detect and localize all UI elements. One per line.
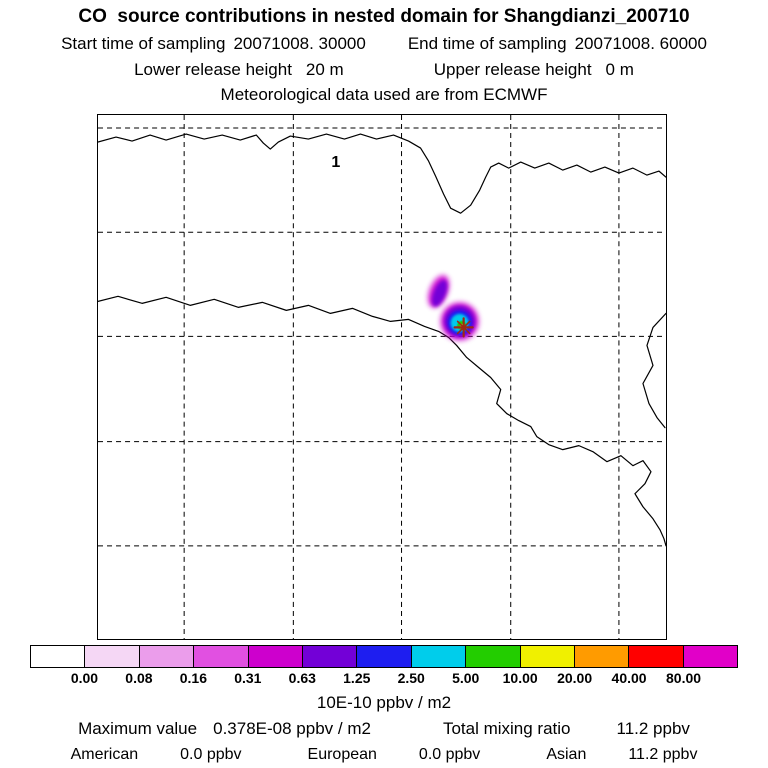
colorbar-segment — [683, 646, 738, 667]
contribution-asian-label: Asian — [546, 746, 587, 763]
sampling-start: Start time of sampling 20071008. 30000 — [61, 34, 366, 54]
sampling-times-row: Start time of sampling 20071008. 30000 E… — [0, 34, 768, 54]
contribution-american-value: 0.0 ppbv — [180, 746, 242, 763]
colorbar-tick: 80.00 — [666, 670, 702, 686]
upper-release-value: 0 m — [605, 60, 634, 79]
page-title: CO source contributions in nested domain… — [78, 6, 690, 27]
summary-row: Maximum value 0.378E-08 ppbv / m2 Total … — [0, 719, 768, 739]
colorbar-segment — [302, 646, 358, 667]
colorbar-segment — [31, 646, 86, 667]
lower-release-label: Lower release height — [134, 60, 292, 79]
colorbar-tick: 2.50 — [397, 670, 425, 686]
grid-lines — [98, 115, 666, 639]
map-svg: 1 — [98, 115, 666, 639]
release-heights-row: Lower release height 20 m Upper release … — [0, 60, 768, 80]
total-mixing-ratio-label: Total mixing ratio — [442, 719, 571, 738]
colorbar-unit-label: 10E-10 ppbv / m2 — [316, 693, 452, 712]
map-frame: 1 — [97, 114, 667, 640]
lower-release-height: Lower release height 20 m — [134, 60, 344, 80]
colorbar-tick: 20.00 — [557, 670, 593, 686]
colorbar-tick: 10.00 — [502, 670, 538, 686]
colorbar — [30, 645, 738, 668]
colorbar-tick: 5.00 — [452, 670, 480, 686]
plume — [428, 275, 479, 341]
sampling-start-value: 20071008. 30000 — [233, 34, 366, 53]
colorbar-segment — [520, 646, 575, 667]
contribution-european-value: 0.0 ppbv — [418, 746, 481, 763]
colorbar-tick-labels: 0.00 0.08 0.16 0.31 0.63 1.25 2.50 5.00 … — [30, 670, 738, 688]
meteo-source-text: Meteorological data used are from ECMWF — [220, 85, 548, 104]
upper-release-height: Upper release height 0 m — [434, 60, 634, 80]
colorbar-segment — [629, 646, 684, 667]
contribution-european: European 0.0 ppbv — [308, 746, 481, 764]
max-value: 0.378E-08 ppbv / m2 — [213, 719, 371, 738]
colorbar-segment — [85, 646, 140, 667]
station-marker-icon — [453, 317, 474, 338]
contribution-american-label: American — [70, 746, 139, 763]
colorbar-segment — [248, 646, 303, 667]
sampling-end: End time of sampling 20071008. 60000 — [408, 34, 707, 54]
contribution-european-label: European — [307, 746, 377, 763]
colorbar-segment — [574, 646, 630, 667]
colorbar-segment — [466, 646, 521, 667]
meteo-row: Meteorological data used are from ECMWF — [0, 85, 768, 105]
upper-release-label: Upper release height — [433, 60, 592, 79]
domain-number-label: 1 — [331, 153, 340, 171]
contribution-asian: Asian 11.2 ppbv — [546, 746, 697, 764]
total-mixing-ratio-value: 11.2 ppbv — [616, 719, 690, 738]
max-value-label: Maximum value — [78, 719, 198, 738]
colorbar-tick: 0.08 — [125, 670, 153, 686]
sampling-end-label: End time of sampling — [407, 34, 567, 53]
contribution-asian-value: 11.2 ppbv — [628, 746, 698, 763]
colorbar-tick: 0.63 — [288, 670, 316, 686]
regional-contributions-row: American 0.0 ppbv European 0.0 ppbv Asia… — [0, 746, 768, 764]
colorbar-tick: 40.00 — [611, 670, 647, 686]
lower-release-value: 20 m — [305, 60, 344, 79]
sampling-start-label: Start time of sampling — [61, 34, 226, 53]
sampling-end-value: 20071008. 60000 — [574, 34, 707, 53]
colorbar-tick: 0.31 — [234, 670, 262, 686]
coastline — [98, 133, 666, 547]
colorbar-segment — [357, 646, 412, 667]
colorbar-segment — [411, 646, 467, 667]
colorbar-segment — [139, 646, 195, 667]
colorbar-segment — [194, 646, 249, 667]
colorbar-tick: 0.16 — [179, 670, 207, 686]
colorbar-tick: 0.00 — [70, 670, 99, 686]
contribution-american: American 0.0 ppbv — [71, 746, 242, 764]
colorbar-tick: 1.25 — [343, 670, 371, 686]
plume-tail — [431, 280, 448, 307]
